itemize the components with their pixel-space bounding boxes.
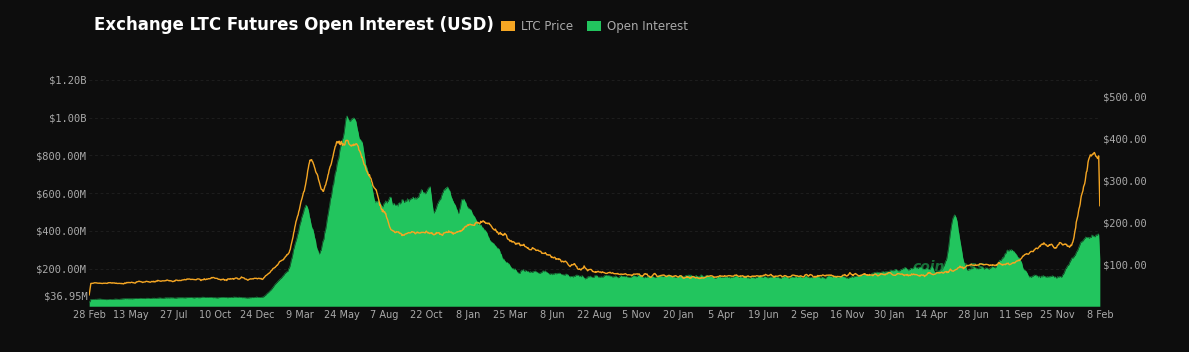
- Text: coinglass: coinglass: [913, 260, 986, 274]
- Text: Exchange LTC Futures Open Interest (USD): Exchange LTC Futures Open Interest (USD): [94, 15, 495, 33]
- Legend: LTC Price, Open Interest: LTC Price, Open Interest: [501, 20, 688, 33]
- Text: $36.95M: $36.95M: [44, 291, 88, 301]
